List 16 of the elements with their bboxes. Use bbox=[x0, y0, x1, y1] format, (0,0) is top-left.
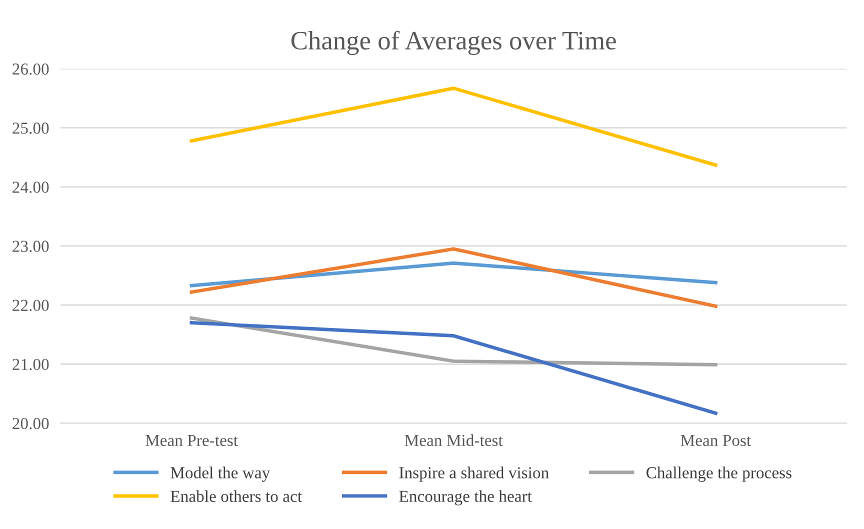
x-tick-label: Mean Pre-test bbox=[145, 434, 238, 446]
y-tick-label: 20.00 bbox=[12, 418, 49, 430]
y-tick-label: 26.00 bbox=[12, 63, 49, 75]
legend-label: Challenge the process bbox=[646, 466, 792, 482]
y-tick-label: 21.00 bbox=[12, 358, 49, 370]
chart-title: Change of Averages over Time bbox=[291, 30, 616, 56]
y-tick-label: 25.00 bbox=[12, 122, 49, 134]
y-tick-label: 24.00 bbox=[12, 182, 49, 193]
legend-label: Enable others to act bbox=[170, 490, 302, 502]
x-tick-label: Mean Post bbox=[680, 434, 751, 446]
legend-label: Inspire a shared vision bbox=[399, 466, 549, 482]
y-tick-label: 23.00 bbox=[12, 240, 49, 252]
x-tick-label: Mean Mid-test bbox=[404, 434, 503, 446]
legend-label: Model the way bbox=[170, 466, 270, 482]
y-tick-label: 22.00 bbox=[12, 300, 49, 312]
legend-label: Encourage the heart bbox=[399, 490, 532, 506]
